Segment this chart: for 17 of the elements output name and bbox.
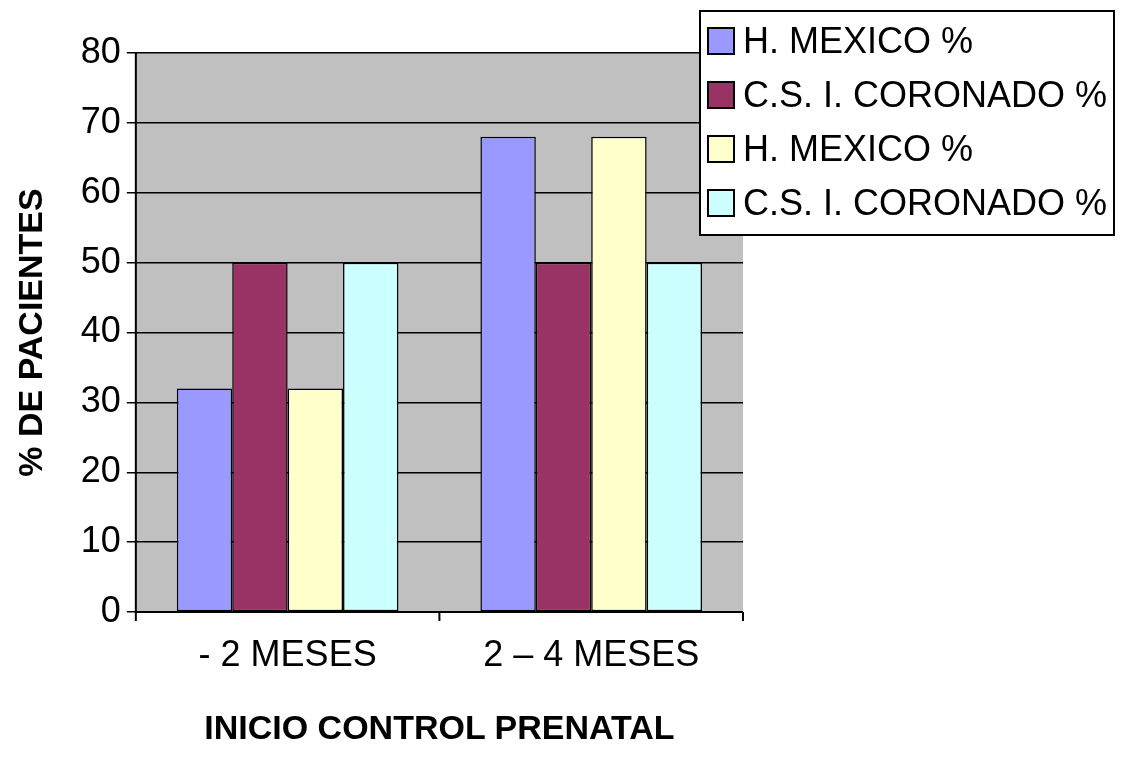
legend-label: C.S. I. CORONADO %: [742, 181, 1107, 225]
y-tick-label: 0: [100, 588, 121, 630]
legend-label: H. MEXICO %: [742, 127, 973, 171]
x-tick-label: - 2 MESES: [198, 632, 377, 674]
legend-label: C.S. I. CORONADO %: [742, 73, 1107, 117]
y-tick-label: 70: [80, 99, 121, 141]
y-tick-label: 20: [80, 449, 121, 491]
y-tick-label: 30: [80, 379, 121, 421]
legend-label: H. MEXICO %: [742, 19, 973, 63]
y-tick-label: 60: [80, 169, 121, 211]
x-axis-title: INICIO CONTROL PRENATAL: [204, 707, 675, 746]
x-tick-label: 2 – 4 MESES: [483, 632, 700, 674]
y-tick-label: 40: [80, 309, 121, 351]
y-tick-label: 50: [80, 239, 121, 281]
y-axis-title: % DE PACIENTES: [10, 188, 49, 477]
y-tick-label: 80: [80, 29, 121, 71]
y-tick-label: 10: [80, 519, 121, 561]
